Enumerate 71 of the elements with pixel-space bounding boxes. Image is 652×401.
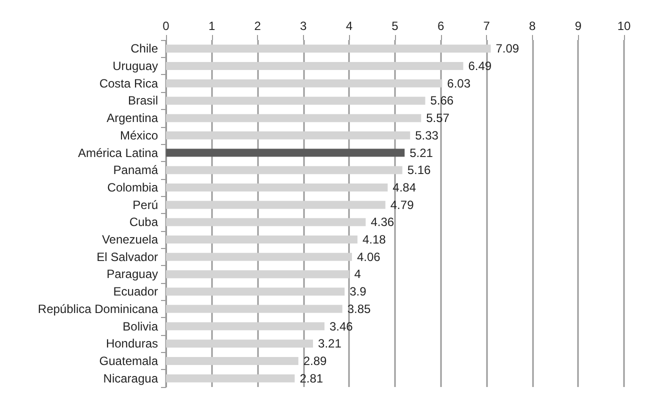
- y-tick-label: Chile: [130, 42, 158, 56]
- bar: [166, 356, 298, 365]
- y-tick-label: El Salvador: [96, 250, 158, 264]
- y-tick-label: Honduras: [106, 336, 158, 351]
- bar: [166, 322, 324, 330]
- x-tick-label: 6: [437, 19, 444, 33]
- data-label: 3.9: [350, 284, 367, 299]
- data-label: 5.57: [426, 111, 450, 126]
- y-tick-label: República Dominicana: [38, 302, 158, 316]
- bar: [166, 96, 426, 105]
- bar: [166, 166, 402, 174]
- bar: [166, 288, 345, 296]
- y-tick-label: Argentina: [106, 111, 158, 126]
- y-tick-label: Venezuela: [102, 232, 158, 247]
- y-tick-label: Bolivia: [122, 319, 158, 334]
- data-label: 4.36: [370, 215, 394, 230]
- y-tick-label: Panamá: [113, 163, 158, 178]
- bar: [166, 304, 342, 313]
- bar: [166, 252, 352, 261]
- x-tick-label: 10: [617, 19, 631, 33]
- data-label: 4.84: [392, 180, 416, 194]
- y-tick-label: Costa Rica: [99, 76, 158, 90]
- data-label: 7.09: [496, 42, 520, 56]
- y-tick-label: Uruguay: [112, 59, 158, 74]
- data-label: 3.21: [318, 336, 342, 351]
- bar: [166, 200, 386, 209]
- y-tick-label: Ecuador: [113, 284, 158, 299]
- bar: [166, 114, 422, 122]
- bar: [166, 218, 366, 226]
- y-tick-label: América Latina: [78, 146, 158, 160]
- x-tick-label: 8: [529, 19, 536, 33]
- data-label: 3.46: [329, 319, 354, 334]
- data-label: 6.03: [447, 76, 471, 90]
- bar: [166, 374, 295, 382]
- data-label: 4.18: [362, 232, 386, 247]
- data-label: 2.81: [300, 371, 324, 386]
- bar: [166, 340, 314, 348]
- x-tick-label: 1: [208, 19, 216, 33]
- x-tick-label: 4: [346, 19, 353, 33]
- y-tick-label: Colombia: [107, 180, 158, 194]
- y-tick-label: México: [120, 128, 158, 142]
- bar: [166, 236, 358, 244]
- data-label: 5.33: [415, 128, 439, 142]
- y-tick-label: Perú: [132, 198, 158, 212]
- y-tick-label: Nicaragua: [103, 371, 158, 386]
- data-label: 6.49: [468, 59, 492, 74]
- x-tick-label: 3: [300, 19, 308, 33]
- data-label: 3.85: [347, 302, 372, 316]
- bar: [166, 270, 350, 278]
- data-label: 4: [354, 267, 362, 282]
- y-tick-label: Guatemala: [99, 354, 158, 368]
- y-tick-label: Paraguay: [106, 267, 158, 282]
- x-tick-label: 0: [162, 19, 170, 33]
- y-tick-label: Brasil: [128, 94, 158, 108]
- x-tick-label: 5: [392, 19, 399, 33]
- data-label: 5.16: [407, 163, 432, 178]
- data-label: 5.66: [430, 94, 454, 108]
- x-tick-label: 2: [254, 19, 262, 33]
- bar: [166, 148, 405, 157]
- bar: [166, 62, 464, 70]
- bar: [166, 44, 491, 53]
- data-label: 5.21: [410, 146, 434, 160]
- data-label: 4.06: [356, 250, 381, 264]
- data-label: 4.79: [390, 198, 414, 212]
- x-tick-label: 7: [483, 19, 490, 33]
- data-label: 2.89: [303, 354, 328, 368]
- bar: [166, 183, 388, 192]
- x-tick-label: 9: [574, 19, 582, 33]
- bar: [166, 79, 442, 88]
- bar: [166, 131, 410, 140]
- y-tick-label: Cuba: [129, 215, 158, 230]
